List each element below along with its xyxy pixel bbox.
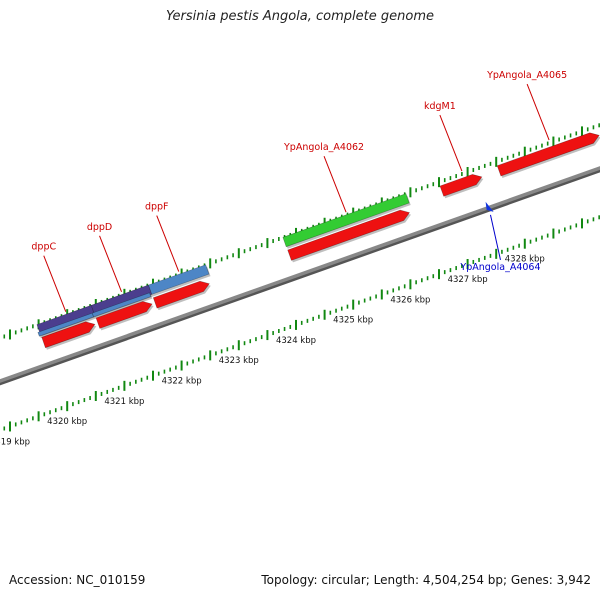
- dppf-cds-arrow[interactable]: [152, 280, 210, 309]
- kdgm1-leader-line: [439, 114, 463, 172]
- kdgm1-label[interactable]: kdgM1: [424, 101, 456, 112]
- backbone-shadow: [0, 167, 600, 386]
- dppf-label[interactable]: dppF: [145, 202, 169, 213]
- genome-backbone: [0, 166, 600, 383]
- scale-label: 4328 kbp: [505, 255, 545, 265]
- ypangola-a4062-leader-line: [323, 155, 347, 213]
- dppd-leader-line: [99, 235, 123, 293]
- label-layer: 4319 kbp 4320 kbp 4321 kbp 4322 kbp 4323 kbp…: [0, 70, 567, 447]
- feature-layer: [36, 132, 600, 350]
- ypangola-a4065-leader-line: [526, 83, 550, 141]
- accession-text: Accession: NC_010159: [9, 573, 146, 587]
- scale-label: 4326 kbp: [390, 295, 430, 305]
- dppf-leader-line: [156, 215, 180, 272]
- scale-label: 4325 kbp: [333, 316, 373, 326]
- ypangola-a4062-cds-arrow[interactable]: [287, 209, 410, 261]
- dppd-label[interactable]: dppD: [87, 222, 112, 233]
- scale-label: 4324 kbp: [276, 336, 316, 346]
- ypangola-a4064-label[interactable]: YpAngola_A4064: [459, 262, 540, 273]
- dppc-label[interactable]: dppC: [31, 242, 56, 253]
- scale-label: 4322 kbp: [162, 377, 202, 387]
- scale-label: 4320 kbp: [47, 417, 87, 427]
- backbone-layer: [0, 166, 600, 386]
- ypangola-a4062-label[interactable]: YpAngola_A4062: [283, 142, 364, 153]
- ypangola-a4065-cds-arrow[interactable]: [496, 132, 600, 177]
- ypangola-a4062-gene-bar[interactable]: [282, 193, 410, 248]
- dppd-gene-stripe[interactable]: [91, 292, 152, 318]
- scale-label: 4321 kbp: [104, 397, 144, 407]
- dppd-cds-arrow[interactable]: [95, 301, 153, 329]
- scale-label: 4323 kbp: [219, 356, 259, 366]
- dppc-cds-arrow[interactable]: [41, 321, 96, 349]
- tick-layer: [3, 123, 600, 432]
- ypangola-a4065-label[interactable]: YpAngola_A4065: [486, 70, 567, 81]
- scale-label: 4327 kbp: [448, 275, 488, 285]
- map-title: Yersinia pestis Angola, complete genome: [166, 9, 434, 24]
- ypangola-a4064-leader-line: [489, 214, 501, 260]
- ypangola-a4064-reverse-marker[interactable]: [485, 201, 494, 212]
- genome-summary-text: Topology: circular; Length: 4,504,254 bp…: [261, 573, 591, 587]
- scale-label: 4319 kbp: [0, 437, 30, 447]
- dppc-leader-line: [43, 255, 67, 312]
- kdgm1-cds-arrow[interactable]: [439, 174, 483, 197]
- dppf-gene-bar[interactable]: [148, 264, 210, 295]
